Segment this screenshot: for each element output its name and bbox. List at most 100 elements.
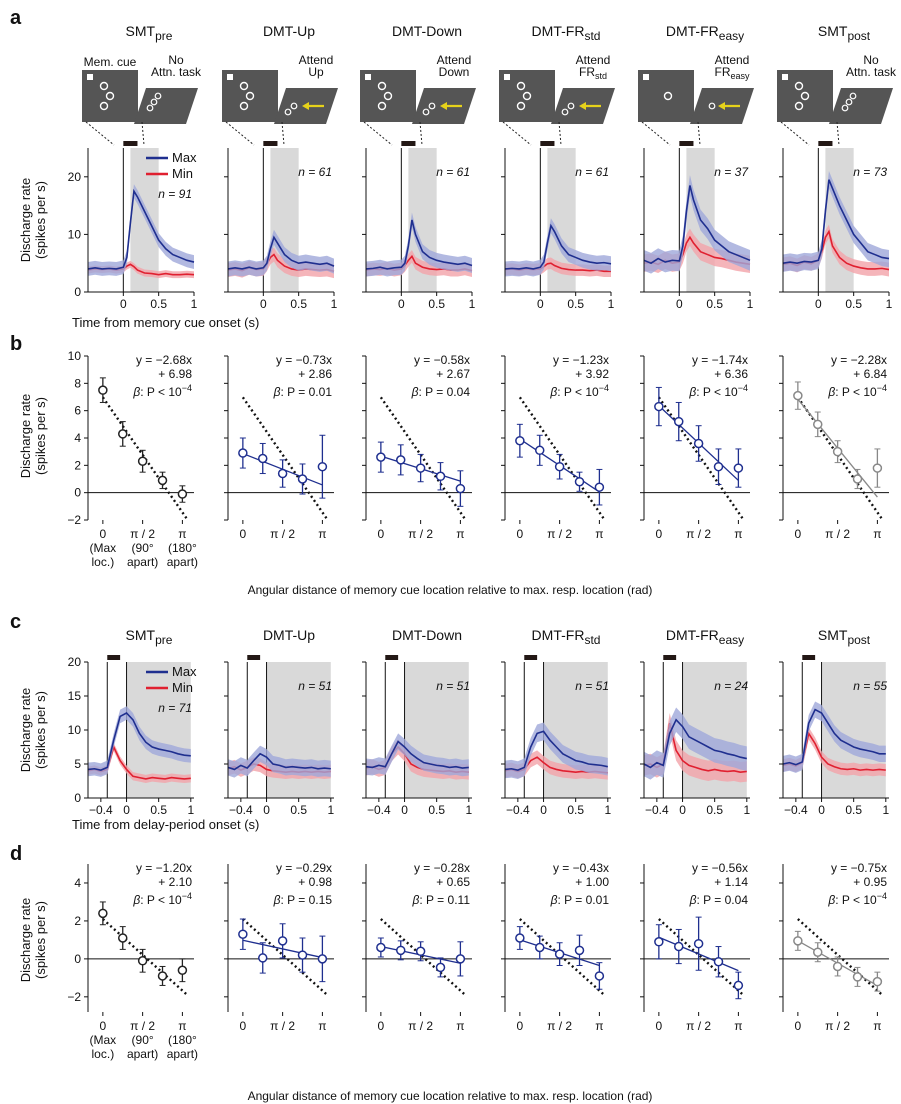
condition-title-c-5: SMTpost: [818, 627, 871, 647]
condition-title-c-4-main: DMT-FR: [666, 627, 719, 643]
task-attend-label: Down: [439, 65, 470, 79]
condition-title-c-0-main: SMT: [126, 627, 156, 643]
regression-stat: β: P = 0.04: [411, 385, 471, 399]
x-tick-sublabel: (180°: [168, 1033, 197, 1047]
max-rate-line: [643, 185, 751, 265]
x-tick-label: π / 2: [130, 1019, 155, 1033]
mean-point: [415, 463, 426, 473]
mean-point: [554, 461, 565, 472]
y-label-line2: (spikes per s): [33, 397, 48, 475]
task-attend-label-sub: std: [595, 71, 607, 81]
max-rate-line: [227, 752, 331, 771]
stat-p: : P < 10: [835, 893, 877, 907]
condition-title-a-3: DMT-FRstd: [532, 23, 601, 43]
x-tick-label: 0: [263, 803, 270, 817]
y-tick-label: 6: [74, 404, 81, 418]
cue-dot: [516, 81, 526, 91]
cue-period-bar: [802, 655, 816, 660]
x-tick-label: 0: [100, 1019, 107, 1033]
cue-dot: [99, 101, 109, 111]
x-tick-label: −0.4: [367, 803, 391, 817]
x-tick-label: 0: [378, 527, 385, 541]
zoom-connector: [141, 121, 145, 146]
stat-p: : P = 0.04: [697, 893, 749, 907]
cue-dot: [794, 81, 804, 91]
regression-stat: β: P = 0.11: [412, 893, 471, 907]
stat-p: : P < 10: [140, 893, 182, 907]
stat-beta: β: [273, 385, 281, 399]
x-tick-label: 0: [656, 527, 663, 541]
x-tick-label: 1: [886, 297, 893, 311]
mean-point: [812, 419, 823, 430]
x-tick-label: π: [178, 527, 186, 541]
x-tick-label: 0: [401, 803, 408, 817]
attention-arrow-head: [718, 102, 725, 110]
mean-point: [594, 971, 605, 981]
x-tick-label: 1: [465, 803, 472, 817]
max-sem-band: [228, 745, 331, 778]
task-attend-label: No: [863, 53, 879, 67]
y-axis-label-d: Discharge rate (spikes per s): [18, 898, 48, 983]
stat-exponent: −4: [182, 383, 192, 393]
x-tick-label: 0.5: [567, 803, 584, 817]
stat-p: : P = 0.01: [281, 385, 333, 399]
x-tick-label: π / 2: [547, 527, 572, 541]
max-rate-line: [365, 219, 473, 270]
fit-equation: y = −1.74x: [692, 353, 748, 367]
x-tick-label: 0: [537, 297, 544, 311]
y-label-line1: Discharge rate: [18, 898, 33, 983]
stat-beta: β: [827, 893, 835, 907]
x-tick-label: π / 2: [130, 527, 155, 541]
condition-title-a-3-sub: std: [584, 29, 600, 43]
tuning-subplot-b-3: 0 π / 2 π y = −1.23x+ 3.92 β: P < 10−4: [501, 353, 611, 541]
condition-title-a-5-sub: post: [847, 29, 870, 43]
y-tick-label: 8: [74, 376, 81, 390]
condition-title-a-4-sub: easy: [719, 29, 744, 43]
mean-point: [654, 401, 664, 412]
condition-title-a-2-main: DMT-Down: [392, 23, 462, 39]
condition-title-a-2: DMT-Down: [392, 23, 462, 39]
fit-intercept: + 6.98: [158, 367, 192, 381]
mean-point: [117, 933, 128, 943]
condition-title-c-4-sub: easy: [719, 633, 744, 647]
timecourse-subplot-c-4: −0.4 0 0.5 1 n = 24: [640, 655, 750, 817]
mean-point: [812, 947, 823, 957]
x-axis-label-b: Angular distance of memory cue location …: [248, 583, 653, 597]
mean-point: [317, 461, 328, 472]
x-tick-label: −0.4: [784, 803, 808, 817]
x-tick-label: 0: [240, 1019, 247, 1033]
reference-fit-line: [518, 396, 605, 519]
mean-point: [137, 956, 148, 966]
mean-point: [297, 950, 308, 960]
mean-point: [713, 461, 724, 472]
zoom-connector: [502, 121, 532, 146]
fixation-square: [504, 74, 510, 80]
max-sem-band: [644, 707, 747, 780]
fit-equation: y = −2.68x: [136, 353, 192, 367]
mean-point: [98, 385, 108, 395]
n-count-label: n = 51: [575, 679, 609, 693]
n-count-label: n = 61: [575, 165, 609, 179]
mean-point: [137, 456, 148, 466]
x-tick-label: 0: [517, 1019, 524, 1033]
x-tick-label: 0.5: [150, 297, 167, 311]
y-tick-label: 15: [68, 689, 82, 703]
stat-beta: β: [273, 893, 281, 907]
max-rate-line: [504, 223, 612, 270]
n-count-label: n = 91: [158, 187, 192, 201]
tuning-subplot-b-4: 0 π / 2 π y = −1.74x+ 6.36 β: P < 10−4: [640, 353, 750, 541]
condition-title-a-4-main: DMT-FR: [666, 23, 719, 39]
tuning-subplot-d-2: 0 π / 2 π y = −0.28x+ 0.65 β: P = 0.11: [362, 861, 472, 1033]
task-attend-label: Attend: [299, 53, 334, 67]
mean-point: [574, 945, 585, 956]
x-tick-sublabel: apart): [167, 1047, 198, 1061]
x-tick-label: 0.5: [567, 297, 584, 311]
stat-exponent: −4: [599, 383, 609, 393]
task-attend-label-main: No: [863, 53, 879, 67]
x-tick-sublabel: (90°: [132, 541, 154, 555]
cue-period-bar: [679, 141, 694, 146]
task-attend-label: No: [168, 53, 184, 67]
y-axis-label-a: Discharge rate (spikes per s): [18, 178, 48, 263]
